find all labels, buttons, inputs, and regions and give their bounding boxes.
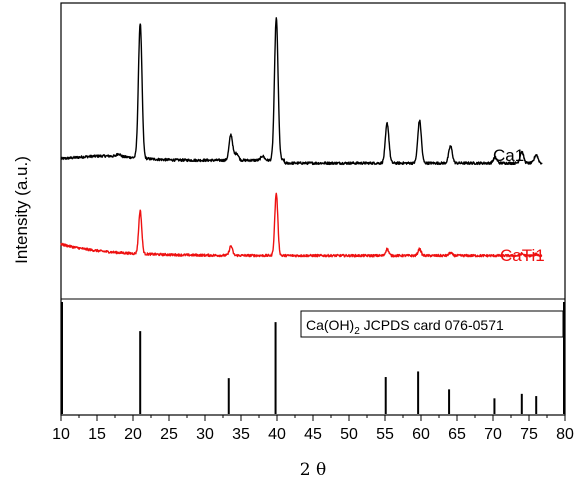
- x-tick-label: 45: [304, 426, 322, 443]
- x-tick-label: 55: [376, 426, 394, 443]
- series-label-ca1: Ca1: [493, 146, 524, 165]
- x-tick-label: 60: [412, 426, 430, 443]
- x-tick-label: 25: [160, 426, 178, 443]
- reference-lines: [61, 302, 565, 414]
- x-tick-label: 35: [232, 426, 250, 443]
- series-group: [60, 17, 543, 258]
- x-tick-label: 65: [448, 426, 466, 443]
- x-tick-label: 70: [484, 426, 502, 443]
- x-axis-label: 2 θ: [300, 460, 326, 480]
- plot-frame: [60, 2, 566, 416]
- series-label-cati1: CaTi1: [500, 246, 545, 265]
- x-tick-label: 15: [88, 426, 106, 443]
- reference-label-box: [300, 310, 564, 338]
- x-tick-label: 20: [124, 426, 142, 443]
- x-tick-label: 75: [520, 426, 538, 443]
- x-tick-label: 50: [340, 426, 358, 443]
- x-tick-label: 40: [268, 426, 286, 443]
- x-axis-ticks: 10 15 20 25 30 35 40 45 50 55 60 65 70 75 80: [52, 415, 574, 443]
- reference-label: Ca(OH)2 JCPDS card 076-0571: [306, 317, 504, 337]
- series-line-ca1: [60, 17, 543, 166]
- series-line-cati1: [60, 192, 543, 258]
- y-axis-label: Intensity (a.u.): [12, 156, 31, 264]
- x-tick-label: 30: [196, 426, 214, 443]
- x-tick-label: 80: [556, 426, 574, 443]
- x-tick-label: 10: [52, 426, 70, 443]
